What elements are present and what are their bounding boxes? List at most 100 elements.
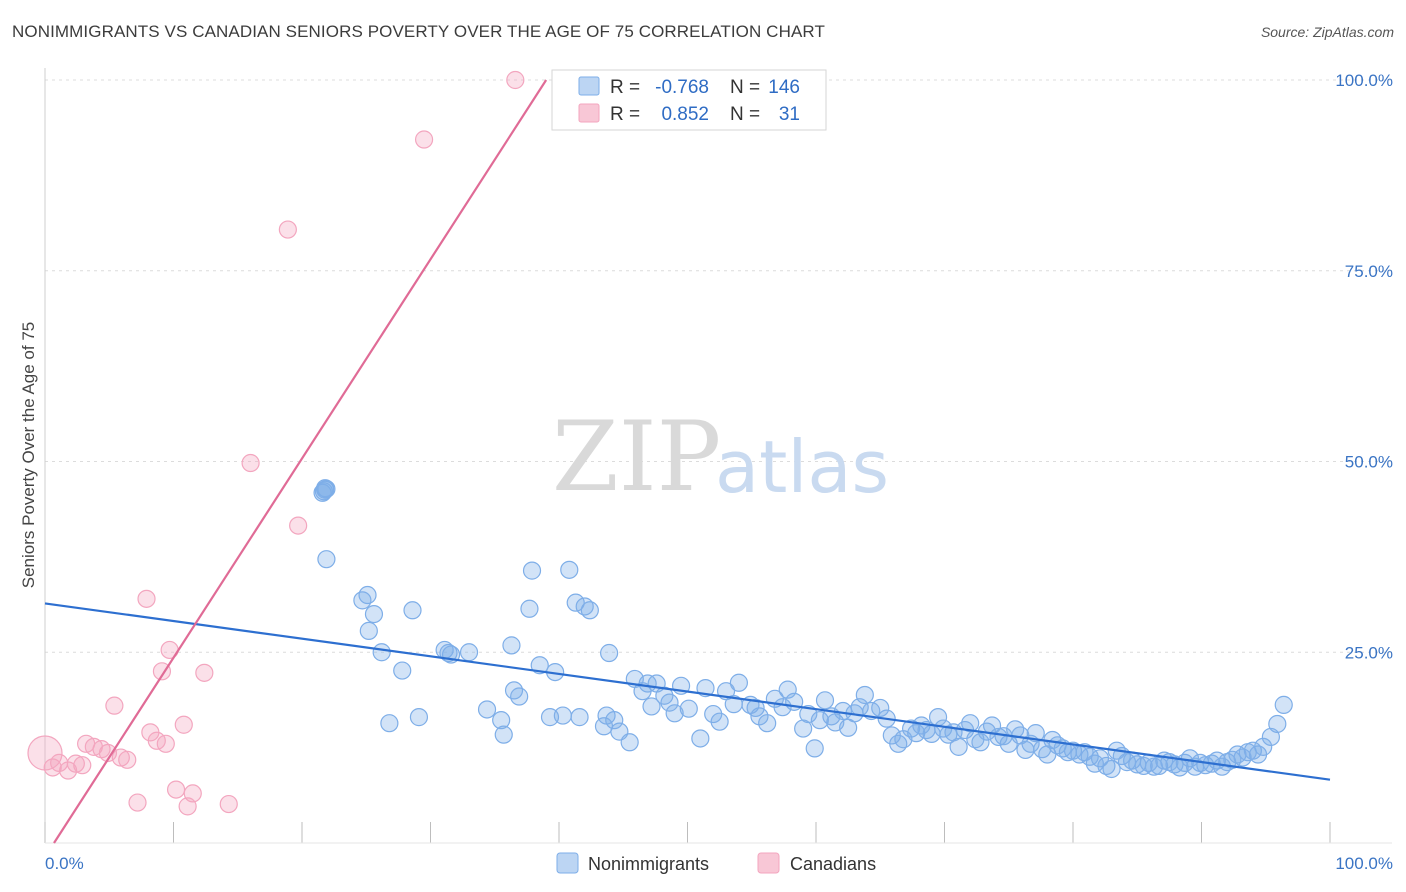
nonimmigrants-point [522,561,542,580]
nonimmigrants-point [605,711,624,730]
nonimmigrants-point [1134,756,1153,776]
nonimmigrants-trend-line [44,602,1331,781]
nonimmigrants-point [971,733,990,752]
nonimmigrants-point [691,729,710,748]
nonimmigrants-point [815,691,835,710]
nonimmigrants-point [1102,759,1121,779]
nonimmigrants-point [502,636,521,655]
legend-box: R = -0.768 N = 146 R = 0.852 N = 31 [551,69,827,131]
canadians-points [27,70,525,816]
canadians-point [66,754,85,773]
nonimmigrants-point [1026,724,1045,743]
canadians-point [118,750,137,769]
nonimmigrants-point [871,698,890,718]
nonimmigrants-point [1038,745,1057,764]
watermark: ZIP atlas [552,401,889,513]
nonimmigrants-point [805,739,824,758]
legend-swatch-nonimmigrants [578,76,600,96]
legend-n-label-canadians: N = [730,104,760,125]
legend-n-value-nonimmigrants: 146 [768,77,800,98]
canadians-point [289,516,308,535]
x-tick-label-min: 0.0% [45,854,84,873]
legend-r-value-canadians: 0.852 [661,104,709,125]
nonimmigrants-point [409,708,429,727]
nonimmigrants-point [353,591,372,610]
nonimmigrants-point [510,687,529,706]
canadians-point [278,220,297,239]
y-tick-labels: 25.0% 50.0% 75.0% 100.0% [1335,71,1393,662]
x-tick-labels: 0.0% 100.0% [45,854,1393,873]
nonimmigrants-point [477,700,497,719]
nonimmigrants-point [520,599,539,618]
nonimmigrants-point [1268,714,1287,734]
nonimmigrants-point [1097,756,1116,776]
watermark-atlas: atlas [715,425,889,509]
nonimmigrants-point [600,643,619,663]
legend-r-label-canadians: R = [610,104,640,125]
nonimmigrants-point [566,593,585,612]
nonimmigrants-point [660,693,679,712]
nonimmigrants-point [679,699,698,718]
bottom-legend-swatch-canadians [757,852,780,874]
nonimmigrants-point [750,707,769,726]
nonimmigrants-point [855,685,874,705]
nonimmigrants-point [560,560,579,579]
bottom-legend-label-canadians: Canadians [790,854,876,874]
canadians-point [105,696,124,715]
x-tick-label-max: 100.0% [1335,854,1393,873]
canadians-trend-line [53,79,548,844]
legend-r-value-nonimmigrants: -0.768 [655,77,709,98]
nonimmigrants-point [1149,756,1169,776]
bottom-legend: Nonimmigrants Canadians [556,852,876,874]
nonimmigrants-point [710,712,729,731]
canadians-point [137,589,156,608]
nonimmigrants-point [642,697,661,716]
canadians-point [183,784,202,803]
canadians-point [506,70,525,90]
nonimmigrants-point [620,733,639,752]
legend-n-value-canadians: 31 [779,104,800,125]
y-tick-label: 100.0% [1335,71,1393,90]
nonimmigrants-point [949,737,968,756]
canadians-point [73,756,92,775]
nonimmigrants-point [704,704,723,724]
nonimmigrants-point [553,706,572,725]
nonimmigrants-point [1254,737,1273,756]
nonimmigrants-point [810,711,829,730]
nonimmigrants-point [358,585,377,605]
nonimmigrants-point [317,550,336,569]
nonimmigrants-point [1090,749,1110,768]
chart-source: Source: ZipAtlas.com [1260,24,1394,40]
canadians-point [195,663,214,682]
canadians-point [219,794,238,814]
nonimmigrants-point [758,714,777,733]
nonimmigrants-point [364,604,384,624]
nonimmigrants-point [316,479,335,498]
nonimmigrants-point [393,661,412,680]
bottom-legend-label-nonimmigrants: Nonimmigrants [588,854,709,874]
nonimmigrants-point [1274,695,1293,714]
nonimmigrants-point [359,621,378,640]
nonimmigrants-point [459,643,479,662]
canadians-point [241,453,260,473]
canadians-point [414,130,434,149]
canadians-point [128,793,147,812]
y-tick-label: 75.0% [1345,262,1393,281]
bottom-legend-swatch-nonimmigrants [556,852,579,874]
canadians-point [166,780,186,799]
grid-lines [45,79,1392,653]
nonimmigrants-point [665,704,684,723]
canadians-point [59,761,78,780]
nonimmigrants-point [570,708,589,727]
nonimmigrants-point [729,673,749,692]
nonimmigrants-point [530,656,549,675]
nonimmigrants-point [1233,748,1252,767]
y-axis-label: Seniors Poverty Over the Age of 75 [19,322,38,588]
nonimmigrants-point [372,643,391,662]
nonimmigrants-point [794,719,813,738]
nonimmigrants-point [494,725,513,744]
nonimmigrants-point [1085,754,1104,773]
legend-r-label-nonimmigrants: R = [610,77,640,98]
y-tick-label: 50.0% [1345,453,1393,472]
